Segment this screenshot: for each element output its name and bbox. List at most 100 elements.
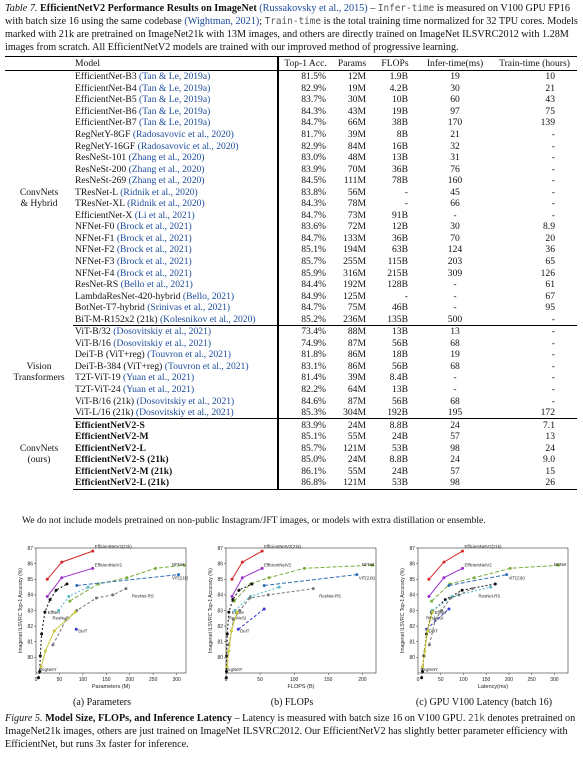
citation-link[interactable]: (Li et al., 2021) (134, 209, 195, 221)
citation-link[interactable]: (Dosovitskiy et al., 2021) (113, 337, 212, 349)
cell-params: 121M (343, 442, 366, 454)
table-row: TResNet-XL (Ridnik et al., 2020) 84.3% 78M… (5, 198, 577, 210)
citation-link[interactable]: (Zhang et al., 2020) (128, 163, 205, 175)
citation-link[interactable]: (Wightman, 2021) (184, 16, 260, 27)
cell-acc: 85.0% (301, 454, 326, 466)
citation-link[interactable]: (Yuan et al., 2021) (123, 384, 195, 396)
cell-params: 56M (347, 186, 366, 198)
citation-link[interactable]: (Ridnik et al., 2020) (120, 186, 198, 198)
citation-link[interactable]: (Dosovitskiy et al., 2021) (135, 407, 234, 419)
plot-frame (225, 547, 377, 674)
cell-infer: - (453, 372, 457, 384)
cell-train: - (551, 209, 555, 221)
cell-infer: 124 (447, 244, 463, 256)
data-point (43, 649, 47, 653)
table-row: EfficientNet-B4 (Tan & Le, 2019a) 82.9% 19… (5, 82, 577, 95)
cell-flops: 8B (396, 129, 408, 140)
table-row: ViT-B/16 (21k) (Dosovitskiy et al., 2021… (5, 395, 577, 407)
data-point (440, 609, 444, 612)
cell-acc: 73.4% (301, 326, 326, 338)
data-point (225, 632, 229, 636)
citation-link[interactable]: (Bello, 2021) (182, 290, 235, 302)
y-tick-label: 81 (409, 640, 415, 646)
cell-train: 9.0 (543, 454, 555, 466)
series-label: EfficientNetV2 (95, 562, 123, 567)
cell-train: 75 (545, 105, 555, 117)
citation-link[interactable]: (Brock et al., 2021) (116, 244, 192, 256)
citation-link[interactable]: (Tan & Le, 2019a) (139, 82, 211, 94)
citation-link[interactable]: (Dosovitskiy et al., 2021) (136, 395, 235, 407)
cell-flops: 78B (392, 175, 408, 187)
citation-link[interactable]: (Brock et al., 2021) (116, 221, 192, 233)
citation-link[interactable]: (Brock et al., 2021) (116, 256, 192, 268)
cell-acc: 82.2% (301, 384, 326, 396)
cell-params: 64M (347, 384, 366, 396)
citation-link[interactable]: (Zhang et al., 2020) (128, 152, 205, 164)
cell-acc: 83.9% (301, 163, 326, 175)
citation-link[interactable]: (Dosovitskiy et al., 2021) (113, 326, 212, 338)
data-point (447, 607, 451, 611)
data-point (489, 585, 493, 589)
cell-acc: 83.0% (301, 152, 326, 164)
table-header-row: Model Top-1 Acc. Params FLOPs Infer-time… (5, 56, 577, 71)
y-tick-label: 84 (27, 593, 33, 599)
citation-link[interactable]: (Yuan et al., 2021) (123, 372, 195, 384)
citation-link[interactable]: (Kolesnikov et al., 2020) (159, 313, 256, 325)
citation-link[interactable]: (Brock et al., 2021) (116, 232, 192, 244)
cell-infer: 98 (450, 442, 460, 454)
plot-svg: 0 50 100 150 200 250 300 80 81 82 83 84 85 86 87 Parame… (18, 544, 189, 690)
citation-link[interactable]: (Ridnik et al., 2020) (127, 198, 205, 210)
model-name: TResNet-L (75, 186, 118, 198)
table-row: EfficientNetV2-M (21k) 86.1% 55M 24B 57 15 (5, 465, 577, 478)
citation-link[interactable]: (Radosavovic et al., 2020) (132, 129, 234, 140)
cell-train: - (551, 384, 555, 396)
table-row: NFNet-F2 (Brock et al., 2021) 85.1% 194M 63… (5, 244, 577, 256)
citation-link[interactable]: (Russakovsky et al., 2015) (259, 3, 368, 14)
citation-link[interactable]: (Tan & Le, 2019a) (139, 105, 211, 117)
y-tick-label: 86 (217, 561, 223, 567)
citation-link[interactable]: (Touvron et al., 2021) (147, 349, 231, 361)
cell-model: DeiT-B (ViT+reg) (Touvron et al., 2021) (73, 349, 279, 361)
cell-train: 172 (492, 406, 577, 420)
series-label: ViT(21k) (509, 576, 526, 581)
cell-train: 24 (545, 442, 555, 454)
citation-link[interactable]: (Tan & Le, 2019a) (139, 117, 211, 129)
cell-flops: 115B (387, 256, 408, 268)
citation-link[interactable]: (Zhang et al., 2020) (128, 175, 205, 187)
cell-flops: 46B (392, 302, 408, 314)
cell-model: EfficientNetV2-L (73, 442, 279, 455)
series-line (226, 611, 238, 667)
series-line (422, 611, 433, 667)
y-tick-label: 87 (409, 546, 415, 552)
cell-flops: 1.9B (389, 71, 408, 83)
cell-train: 10 (545, 71, 555, 83)
citation-link[interactable]: (Brock et al., 2021) (116, 267, 192, 279)
cell-train: - (551, 175, 555, 187)
citation-link[interactable]: (Radosavovic et al., 2020) (137, 140, 239, 152)
cell-infer: - (453, 209, 457, 221)
cell-infer: 68 (450, 360, 460, 372)
table-row: Vision Transformers ViT-B/32 (Dosovitskiy … (5, 325, 577, 383)
citation-link[interactable]: (Touvron et al., 2021) (164, 360, 249, 372)
table-row: DeiT-B-384 (ViT+reg) (Touvron et al., 20… (5, 360, 577, 373)
y-tick-label: 87 (27, 546, 33, 552)
series-label: ResNeSt (229, 616, 247, 621)
data-point (267, 576, 271, 580)
table-row: ViT-B/16 (Dosovitskiy et al., 2021) 74.9%… (5, 337, 577, 350)
citation-link[interactable]: (Bello et al., 2021) (120, 279, 193, 291)
cell-model: NFNet-F2 (Brock et al., 2021) (73, 244, 279, 256)
data-point (67, 594, 71, 598)
citation-link[interactable]: (Tan & Le, 2019a) (139, 71, 211, 83)
data-point (38, 669, 42, 673)
model-name: ViT-B/16 (21k) (75, 395, 135, 407)
data-point (260, 549, 264, 553)
y-axis-label: Imagenet ILSVRC Top-1 Accuracy (%) (18, 568, 24, 653)
citation-link[interactable]: (Srinivas et al., 2021) (147, 302, 231, 314)
caption-text: is measured on V100 GPU FP16 with batch … (5, 3, 570, 27)
cell-infer: 68 (450, 395, 460, 407)
citation-link[interactable]: (Tan & Le, 2019a) (139, 94, 211, 106)
cell-params: 86M (347, 349, 366, 361)
cell-flops: 53B (392, 442, 408, 454)
data-point (125, 576, 129, 580)
cell-model: EfficientNetV2-S (73, 418, 279, 431)
